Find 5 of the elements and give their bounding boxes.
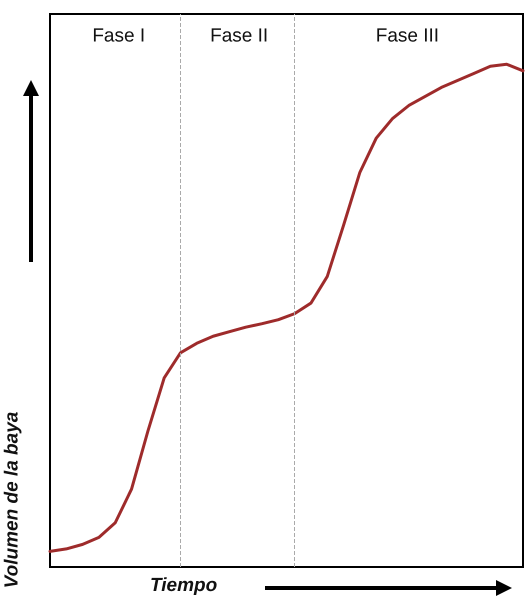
- y-axis-title: Volumen de la baya: [2, 411, 22, 588]
- text: Fase III: [376, 26, 440, 46]
- x-axis-title: Tiempo: [150, 575, 218, 596]
- text: Fase II: [210, 26, 268, 46]
- text: Fase I: [92, 26, 146, 46]
